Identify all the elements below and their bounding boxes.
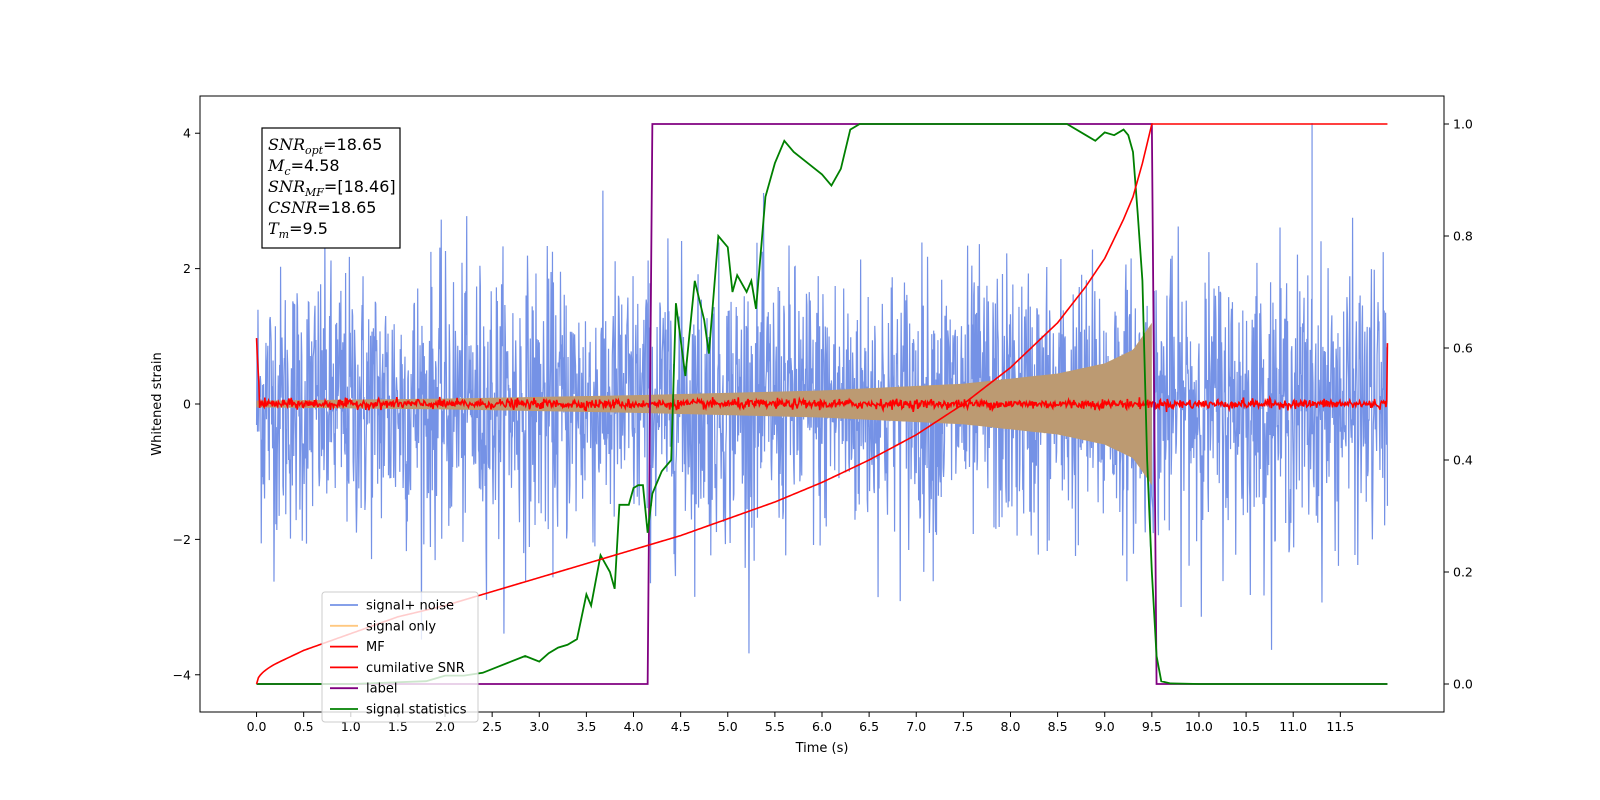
x-tick-label: 10.0 xyxy=(1185,719,1213,734)
x-tick-label: 3.0 xyxy=(529,719,549,734)
info-symbol: SNR xyxy=(268,177,305,196)
legend-label: signal only xyxy=(366,619,436,634)
info-subscript: m xyxy=(279,228,289,241)
info-value: =9.5 xyxy=(289,219,328,238)
x-tick-label: 10.5 xyxy=(1232,719,1260,734)
x-tick-label: 3.5 xyxy=(576,719,596,734)
x-tick-label: 0.0 xyxy=(247,719,267,734)
series-mf-line xyxy=(255,337,1389,413)
y-left-tick-label: −2 xyxy=(173,532,191,547)
legend-label: label xyxy=(366,682,397,697)
info-line: SNRMF=[18.46] xyxy=(268,177,396,199)
info-value: =18.65 xyxy=(323,135,382,154)
x-tick-label: 5.5 xyxy=(765,719,785,734)
x-tick-label: 6.0 xyxy=(812,719,832,734)
info-symbol: T xyxy=(268,219,280,238)
x-tick-label: 8.5 xyxy=(1048,719,1068,734)
x-tick-label: 6.5 xyxy=(859,719,879,734)
x-tick-label: 5.0 xyxy=(718,719,738,734)
x-tick-label: 11.0 xyxy=(1279,719,1307,734)
x-tick-label: 9.5 xyxy=(1142,719,1162,734)
info-line: CSNR=18.65 xyxy=(268,198,376,217)
info-symbol: CSNR xyxy=(268,198,317,217)
y-left-tick-label: 2 xyxy=(183,261,191,276)
series-signal-statistics-line xyxy=(256,123,1388,685)
x-tick-label: 9.0 xyxy=(1095,719,1115,734)
legend-label: signal+ noise xyxy=(366,599,454,614)
legend-box xyxy=(321,591,479,723)
x-tick-label: 1.5 xyxy=(388,719,408,734)
y-right-tick-label: 0.6 xyxy=(1453,341,1473,356)
x-tick-label: 4.5 xyxy=(671,719,691,734)
x-axis-label: Time (s) xyxy=(795,741,849,756)
info-value: =4.58 xyxy=(291,156,340,175)
legend-label: MF xyxy=(366,640,385,655)
y-left-tick-label: −4 xyxy=(173,667,191,682)
info-value: =18.65 xyxy=(317,198,376,217)
x-tick-label: 4.0 xyxy=(624,719,644,734)
x-tick-label: 2.5 xyxy=(482,719,502,734)
x-tick-label: 11.5 xyxy=(1326,719,1354,734)
info-symbol: SNR xyxy=(268,135,305,154)
x-tick-label: 1.0 xyxy=(341,719,361,734)
info-subscript: opt xyxy=(305,144,324,157)
x-tick-label: 0.5 xyxy=(294,719,314,734)
y-left-tick-label: 4 xyxy=(183,126,191,141)
info-subscript: c xyxy=(284,165,290,178)
info-line: Mc=4.58 xyxy=(267,156,340,178)
info-line: SNRopt=18.65 xyxy=(268,135,382,157)
info-value: =[18.46] xyxy=(324,177,396,196)
y-axis-label: Whitened strain xyxy=(150,352,165,455)
info-line: Tm=9.5 xyxy=(268,219,328,241)
x-tick-label: 7.5 xyxy=(953,719,973,734)
info-subscript: MF xyxy=(304,186,324,199)
y-left-tick-label: 0 xyxy=(183,397,191,412)
y-right-tick-label: 0.8 xyxy=(1453,229,1473,244)
legend-label: cumilative SNR xyxy=(366,661,465,676)
y-right-tick-label: 0.0 xyxy=(1453,677,1473,692)
x-tick-label: 7.0 xyxy=(906,719,926,734)
legend-label: signal statistics xyxy=(366,703,467,718)
info-box xyxy=(261,127,401,249)
y-right-tick-label: 0.4 xyxy=(1453,453,1473,468)
info-symbol: M xyxy=(267,156,285,175)
y-right-tick-label: 1.0 xyxy=(1453,117,1473,132)
x-tick-label: 8.0 xyxy=(1001,719,1021,734)
x-tick-label: 2.0 xyxy=(435,719,455,734)
y-right-tick-label: 0.2 xyxy=(1453,565,1473,580)
